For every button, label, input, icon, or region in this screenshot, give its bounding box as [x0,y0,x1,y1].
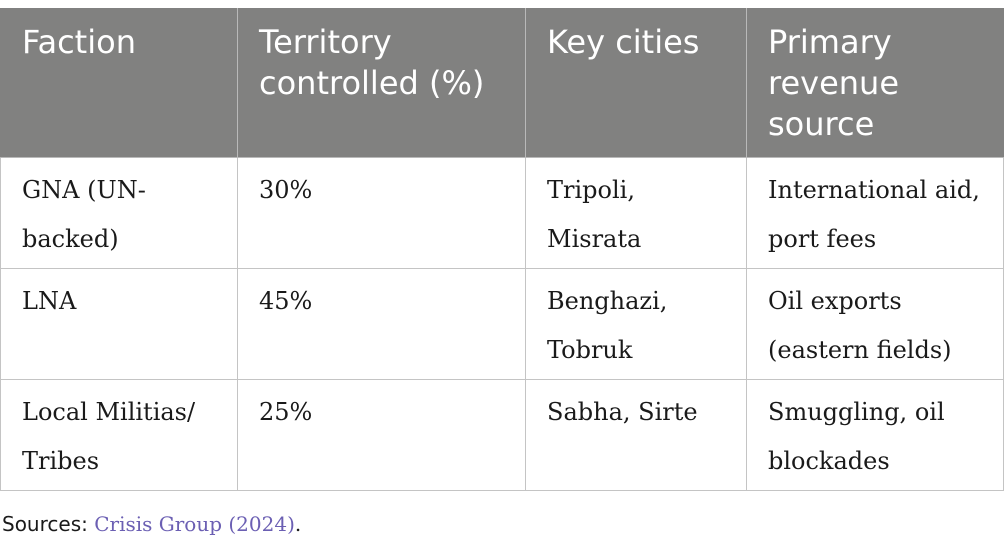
sources-note: Sources: Crisis Group (2024). [2,509,301,539]
header-revenue-source: Primary revenue source [746,8,1004,158]
cell-faction: LNA [0,268,238,380]
cell-revenue-source: Oil exports (eastern fields) [746,268,1004,380]
sources-citation-link[interactable]: Crisis Group (2024) [94,512,295,536]
faction-table: Faction Territory controlled (%) Key cit… [0,8,1004,491]
header-faction: Faction [0,8,238,158]
table-row: Local Militias/ Tribes 25% Sabha, Sirte … [0,379,1004,491]
cell-faction: Local Militias/ Tribes [0,379,238,491]
cell-revenue-source: International aid, port fees [746,157,1004,269]
table-row: GNA (UN-backed) 30% Tripoli, Misrata Int… [0,157,1004,269]
cell-faction: GNA (UN-backed) [0,157,238,269]
sources-end: . [294,512,302,536]
table-header-row: Faction Territory controlled (%) Key cit… [0,8,1004,158]
cell-territory: 45% [237,268,526,380]
table-row: LNA 45% Benghazi, Tobruk Oil exports (ea… [0,268,1004,380]
cell-key-cities: Tripoli, Misrata [525,157,747,269]
header-key-cities: Key cities [525,8,747,158]
header-territory: Territory controlled (%) [237,8,526,158]
cell-territory: 25% [237,379,526,491]
cell-key-cities: Benghazi, Tobruk [525,268,747,380]
cell-revenue-source: Smuggling, oil blockades [746,379,1004,491]
sources-label: Sources: [2,512,95,536]
cell-territory: 30% [237,157,526,269]
faction-table-container: Faction Territory controlled (%) Key cit… [0,8,1004,491]
cell-key-cities: Sabha, Sirte [525,379,747,491]
